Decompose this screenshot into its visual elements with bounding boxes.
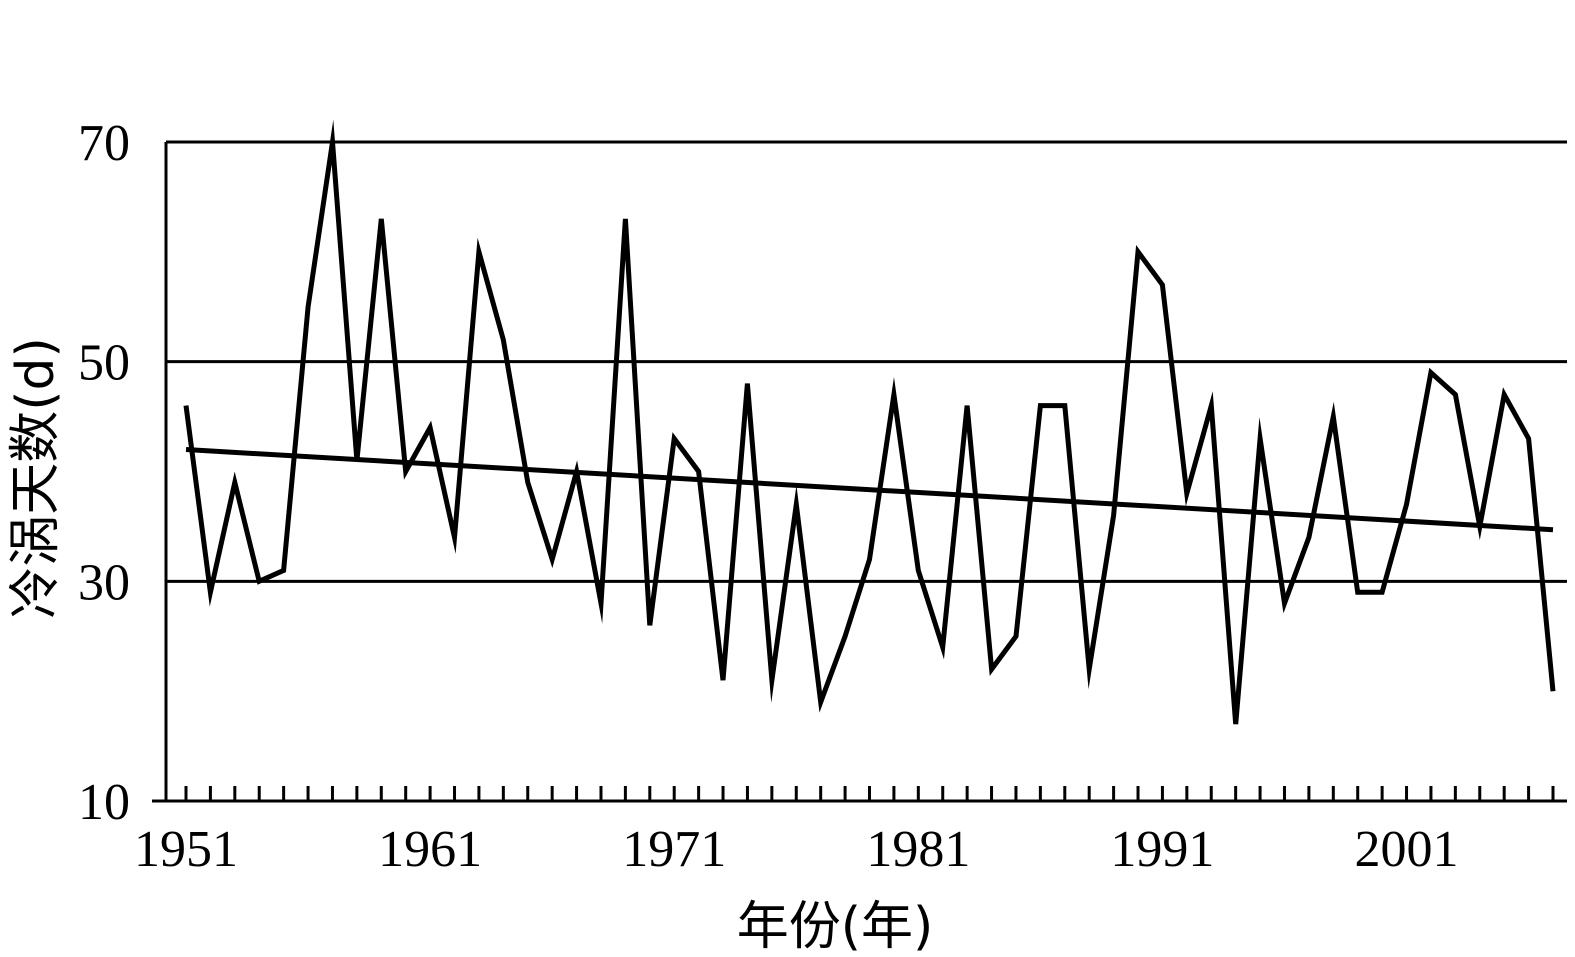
y-tick-label-30: 30 <box>78 554 130 611</box>
y-tick-label-70: 70 <box>78 115 130 172</box>
tick-labels: 10 30 50 70 1951 1961 1971 1981 1991 2001 <box>78 115 1459 878</box>
y-axis-title: 冷涡天数(d) <box>6 337 66 619</box>
gridlines <box>166 140 1567 583</box>
series <box>183 119 1556 725</box>
y-tick-label-10: 10 <box>78 774 130 831</box>
x-tick-label-2001: 2001 <box>1355 821 1459 878</box>
x-tick-label-1991: 1991 <box>1110 821 1214 878</box>
x-tick-label-1971: 1971 <box>622 821 726 878</box>
x-axis-title: 年份(年) <box>737 897 934 957</box>
x-tick-label-1981: 1981 <box>866 821 970 878</box>
series-line-cold-vortex-days <box>183 119 1556 725</box>
tick-marks <box>152 786 1555 803</box>
y-tick-label-50: 50 <box>78 335 130 392</box>
trend-line <box>185 447 1554 533</box>
x-tick-label-1951: 1951 <box>134 821 238 878</box>
x-tick-label-1961: 1961 <box>378 821 482 878</box>
axes <box>164 142 1567 803</box>
